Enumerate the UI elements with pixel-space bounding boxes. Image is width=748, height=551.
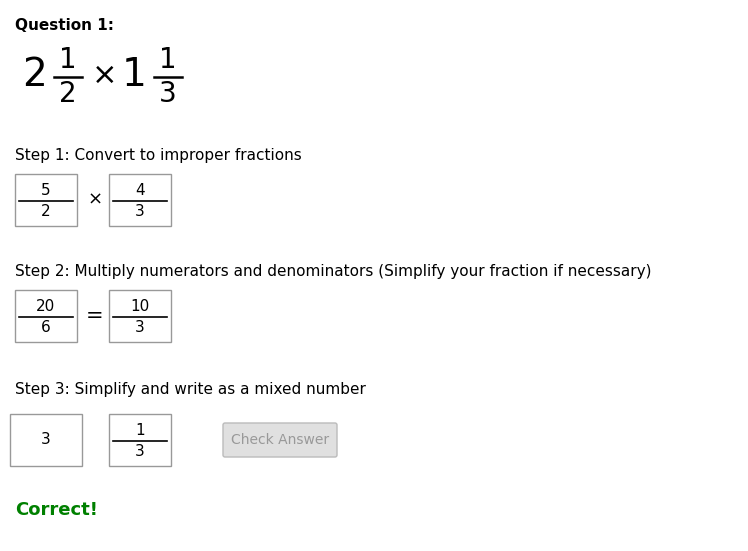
Text: Step 1: Convert to improper fractions: Step 1: Convert to improper fractions bbox=[15, 148, 301, 163]
FancyBboxPatch shape bbox=[15, 174, 77, 226]
Text: 2: 2 bbox=[59, 80, 77, 108]
Text: 1: 1 bbox=[159, 46, 177, 74]
Text: 3: 3 bbox=[41, 433, 51, 447]
Text: Correct!: Correct! bbox=[15, 501, 98, 519]
FancyBboxPatch shape bbox=[109, 290, 171, 342]
Text: 1: 1 bbox=[122, 56, 147, 94]
Text: 20: 20 bbox=[37, 299, 55, 314]
FancyBboxPatch shape bbox=[15, 290, 77, 342]
Text: 5: 5 bbox=[41, 183, 51, 198]
Text: Step 2: Multiply numerators and denominators (Simplify your fraction if necessar: Step 2: Multiply numerators and denomina… bbox=[15, 264, 652, 279]
Text: 6: 6 bbox=[41, 320, 51, 335]
Text: 2: 2 bbox=[22, 56, 46, 94]
Text: ×: × bbox=[92, 61, 117, 89]
FancyBboxPatch shape bbox=[109, 414, 171, 466]
FancyBboxPatch shape bbox=[109, 174, 171, 226]
Text: 3: 3 bbox=[135, 204, 145, 219]
FancyBboxPatch shape bbox=[10, 414, 82, 466]
Text: 3: 3 bbox=[135, 320, 145, 335]
Text: Step 3: Simplify and write as a mixed number: Step 3: Simplify and write as a mixed nu… bbox=[15, 382, 366, 397]
Text: ×: × bbox=[88, 191, 102, 209]
Text: Question 1:: Question 1: bbox=[15, 18, 114, 33]
Text: Check Answer: Check Answer bbox=[231, 433, 329, 447]
Text: 1: 1 bbox=[135, 423, 145, 438]
Text: 4: 4 bbox=[135, 183, 145, 198]
Text: 1: 1 bbox=[59, 46, 77, 74]
Text: 2: 2 bbox=[41, 204, 51, 219]
Text: 3: 3 bbox=[159, 80, 177, 108]
Text: 3: 3 bbox=[135, 444, 145, 459]
Text: 10: 10 bbox=[130, 299, 150, 314]
Text: =: = bbox=[86, 306, 104, 326]
FancyBboxPatch shape bbox=[223, 423, 337, 457]
